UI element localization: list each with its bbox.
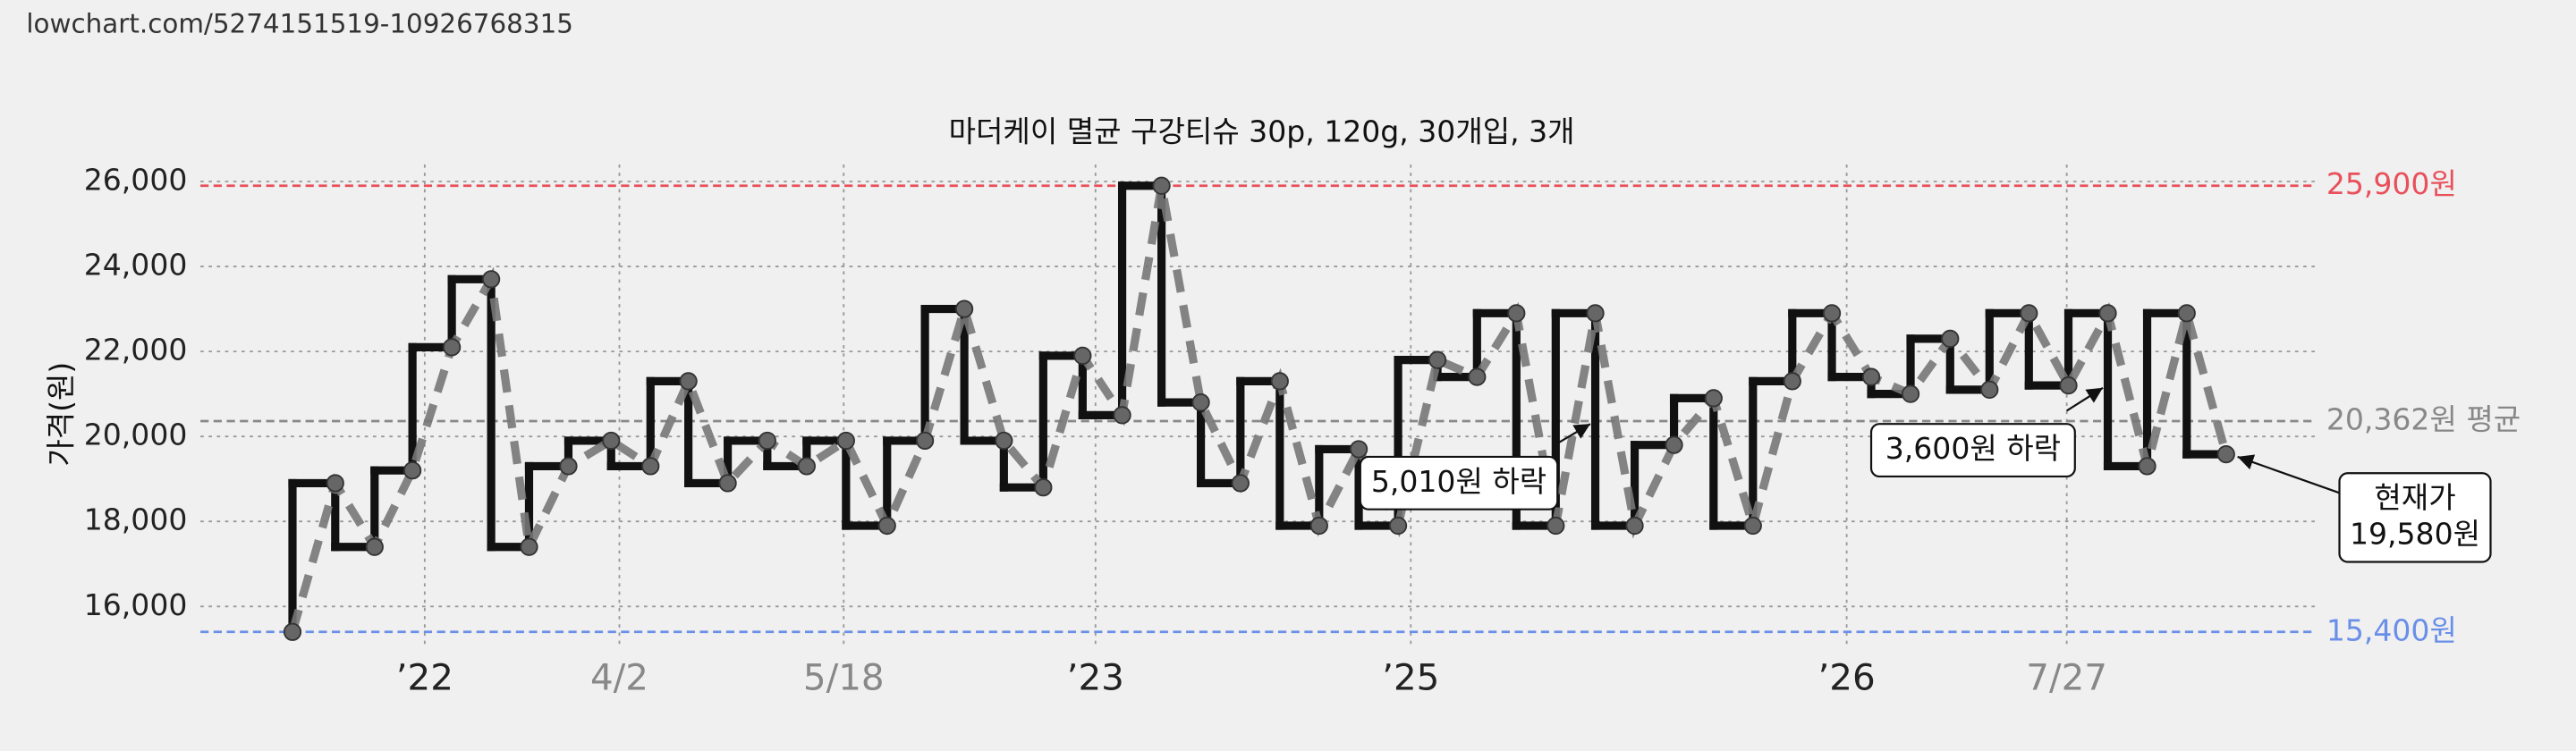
price-point [1507, 304, 1526, 323]
price-point [1822, 304, 1842, 323]
price-point [602, 431, 621, 451]
x-tick-label: 7/27 [2026, 656, 2107, 699]
price-point [797, 457, 816, 476]
annotation-box [2338, 472, 2492, 563]
price-point [2138, 457, 2157, 476]
price-point [1665, 435, 1683, 454]
price-point [1468, 367, 1487, 386]
price-point [1901, 384, 1920, 403]
price-point [1941, 329, 1960, 348]
x-tick-label: ’22 [396, 656, 453, 699]
y-tick-label: 26,000 [84, 162, 188, 197]
price-point [1270, 372, 1289, 391]
price-point [326, 474, 344, 493]
price-point [2020, 304, 2038, 323]
annotation-box [1869, 423, 2076, 478]
price-point [1152, 176, 1171, 195]
annotation-text: 5,010원 하락 [1371, 464, 1546, 499]
x-tick-label: 4/2 [590, 656, 648, 699]
chart-title: 마더케이 멸균 구강티슈 30p, 120g, 30개입, 3개 [949, 114, 1575, 149]
reference-label: 15,400원 [2326, 612, 2457, 647]
price-point [877, 516, 896, 536]
price-point [1231, 474, 1250, 493]
price-point [2059, 376, 2078, 395]
price-point [2216, 445, 2235, 464]
price-point [1546, 516, 1565, 536]
price-point [679, 372, 698, 391]
price-point [403, 461, 422, 480]
annotation-text: 현재가 [2374, 480, 2455, 515]
price-point [1743, 516, 1762, 536]
price-point [955, 300, 974, 318]
price-point [836, 431, 855, 451]
price-point [559, 457, 578, 476]
price-point [1349, 440, 1368, 459]
price-point [1861, 367, 1881, 386]
reference-label: 25,900원 [2326, 166, 2457, 201]
annotation-text: 19,580원 [2350, 517, 2480, 552]
price-point [995, 431, 1013, 451]
price-point [1428, 350, 1447, 369]
price-point [916, 431, 935, 451]
y-tick-label: 20,000 [84, 418, 188, 452]
price-point [1388, 516, 1408, 536]
price-point [2177, 304, 2196, 323]
price-point [1113, 406, 1131, 425]
price-point [1586, 304, 1605, 323]
url: lowchart.com/5274151519-10926768315 [26, 8, 573, 38]
y-axis-label: 가격(원) [43, 362, 78, 467]
price-point [443, 338, 462, 357]
y-tick-label: 24,000 [84, 248, 188, 283]
x-tick-label: 5/18 [803, 656, 885, 699]
x-tick-label: ’25 [1382, 656, 1439, 699]
price-point [758, 431, 776, 451]
y-tick-label: 22,000 [84, 333, 188, 367]
price-point [1191, 393, 1210, 412]
price-point [520, 537, 538, 556]
annotation-arrow [1553, 423, 1591, 447]
price-point [1309, 516, 1328, 536]
price-point [1073, 346, 1092, 365]
y-tick-label: 18,000 [84, 502, 188, 537]
x-tick-label: ’23 [1067, 656, 1124, 699]
x-tick-label: ’26 [1818, 656, 1875, 699]
y-tick-label: 16,000 [84, 587, 188, 622]
price-point [1783, 372, 1801, 391]
price-point [365, 537, 384, 556]
annotation-box [1359, 455, 1559, 511]
annotation-text: 3,600원 하락 [1885, 431, 2061, 466]
price-point [1034, 478, 1053, 497]
price-point [2098, 304, 2117, 323]
price-point [641, 457, 660, 476]
price-point [482, 270, 501, 289]
price-point [1625, 516, 1644, 536]
annotation-arrow [2066, 386, 2104, 412]
reference-label: 20,362원 평균 [2326, 401, 2521, 436]
price-point [718, 474, 737, 493]
price-point [1704, 389, 1723, 408]
annotation-arrow [2237, 454, 2340, 494]
price-point [283, 622, 302, 641]
price-point [1980, 380, 1999, 399]
